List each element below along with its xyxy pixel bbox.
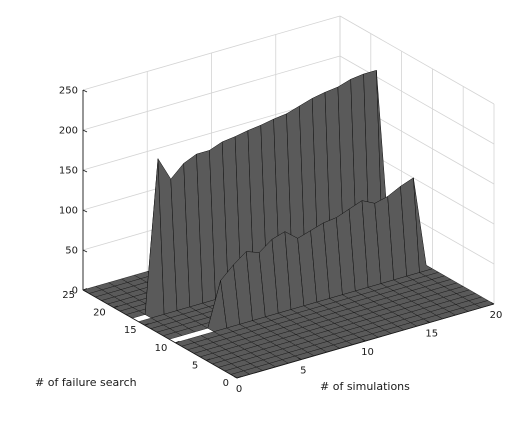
gridline <box>82 15 341 91</box>
z-tick-label: 200 <box>59 126 78 137</box>
y-axis-line <box>82 289 238 379</box>
gridline <box>339 55 495 145</box>
y-axis-label: # of failure search <box>35 376 137 389</box>
y-tick-mark <box>113 305 118 309</box>
gridline <box>82 55 341 131</box>
y-tick-mark <box>82 288 88 291</box>
x-tick-label: 20 <box>490 310 503 321</box>
z-tick-label: 50 <box>65 246 78 257</box>
x-tick-label: 5 <box>300 366 306 377</box>
y-tick-label: 15 <box>124 325 137 336</box>
x-tick-label: 0 <box>236 384 242 395</box>
x-tick-mark <box>362 339 366 342</box>
z-tick-label: 100 <box>59 206 78 217</box>
y-tick-label: 0 <box>223 378 229 389</box>
x-tick-label: 15 <box>425 329 438 340</box>
z-tick-label: 250 <box>59 86 78 97</box>
y-tick-label: 20 <box>93 308 106 319</box>
x-tick-label: 10 <box>361 347 374 358</box>
y-tick-mark <box>236 376 242 379</box>
z-tick-label: 0 <box>72 286 78 297</box>
gridline <box>339 15 495 105</box>
x-tick-mark <box>298 357 302 360</box>
x-axis-label: # of simulations <box>320 380 410 393</box>
x-tick-mark <box>490 302 495 305</box>
z-tick-mark <box>82 129 88 133</box>
z-tick-label: 150 <box>59 166 78 177</box>
y-tick-mark <box>206 358 211 361</box>
z-tick-mark <box>82 289 88 293</box>
x-tick-mark <box>426 320 430 323</box>
y-tick-label: 25 <box>62 290 75 301</box>
z-tick-mark <box>82 209 88 213</box>
x-tick-mark <box>233 376 238 379</box>
y-tick-mark <box>144 323 149 326</box>
y-tick-label: 5 <box>192 360 198 371</box>
y-tick-label: 10 <box>155 343 168 354</box>
y-tick-mark <box>175 340 180 344</box>
z-tick-mark <box>82 249 88 253</box>
z-tick-mark <box>82 89 88 93</box>
axis-layer <box>82 89 495 379</box>
surface-layer <box>82 69 495 379</box>
z-tick-mark <box>82 169 88 173</box>
